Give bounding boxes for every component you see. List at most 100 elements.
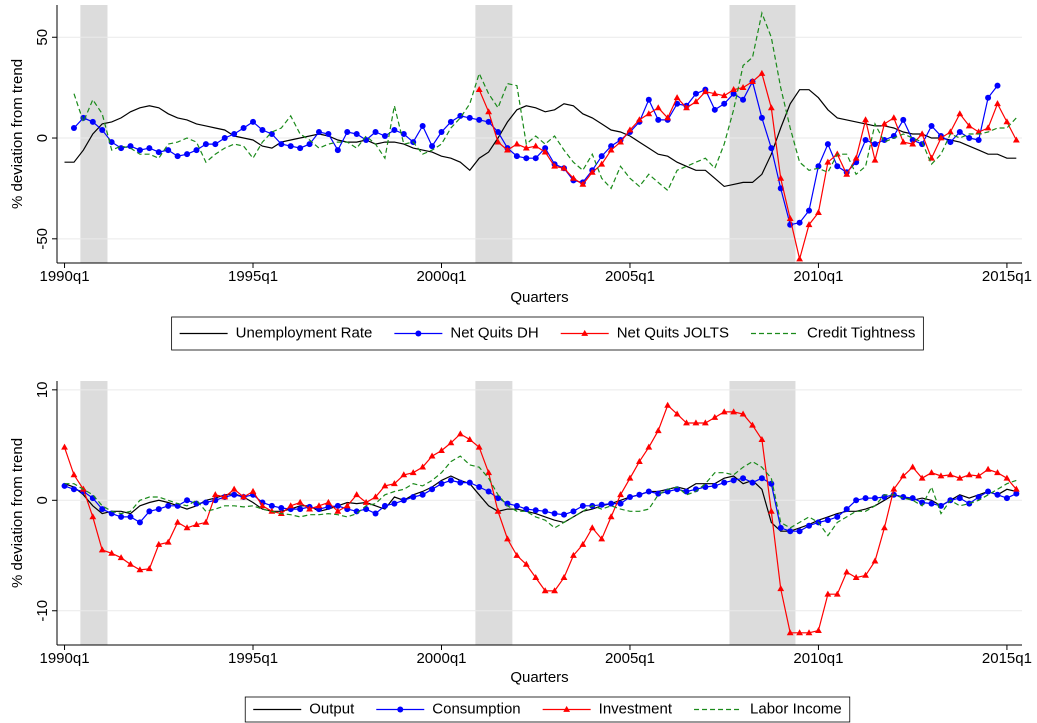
marker xyxy=(730,86,738,93)
marker xyxy=(504,535,511,542)
marker xyxy=(532,574,540,581)
marker xyxy=(127,560,134,567)
marker xyxy=(268,502,275,509)
marker xyxy=(645,443,653,450)
marker xyxy=(372,493,379,500)
marker xyxy=(852,574,860,581)
marker xyxy=(118,513,125,520)
x-axis-label: Quarters xyxy=(510,669,568,686)
marker xyxy=(918,130,926,137)
marker xyxy=(513,140,521,147)
marker xyxy=(711,413,719,420)
marker xyxy=(174,153,181,160)
marker xyxy=(325,131,332,137)
marker xyxy=(900,116,907,123)
marker xyxy=(542,145,549,152)
marker xyxy=(946,128,954,135)
marker xyxy=(561,511,568,518)
y-tick-label: 0 xyxy=(34,134,51,142)
marker xyxy=(513,153,520,160)
marker xyxy=(645,488,652,495)
marker xyxy=(391,500,398,507)
marker xyxy=(956,128,963,135)
marker xyxy=(655,116,662,123)
marker xyxy=(381,133,388,140)
marker xyxy=(475,443,483,450)
marker xyxy=(975,137,982,144)
marker xyxy=(268,131,275,137)
marker xyxy=(457,112,464,119)
x-tick-label: 1995q1 xyxy=(228,650,278,667)
marker xyxy=(985,488,992,495)
marker xyxy=(654,427,662,434)
marker xyxy=(608,143,615,150)
marker xyxy=(334,507,342,514)
marker xyxy=(457,479,464,486)
marker xyxy=(767,104,775,111)
marker xyxy=(655,490,662,497)
marker xyxy=(937,472,945,479)
marker xyxy=(70,471,78,478)
marker xyxy=(456,430,464,437)
marker xyxy=(758,114,765,121)
marker xyxy=(447,439,455,446)
marker xyxy=(400,497,407,504)
marker xyxy=(211,491,219,498)
marker xyxy=(202,499,209,506)
marker xyxy=(278,505,285,512)
marker xyxy=(768,145,775,152)
marker xyxy=(805,629,813,636)
marker xyxy=(636,491,643,498)
x-tick-label: 2010q1 xyxy=(793,650,843,667)
marker xyxy=(523,155,530,162)
marker xyxy=(692,98,700,105)
marker xyxy=(523,506,530,513)
marker xyxy=(909,140,917,147)
marker xyxy=(89,118,96,125)
panel: -10 0 10 1990q1 1995q1 2000q1 2005q1 2010q1 2015… xyxy=(9,381,1032,723)
marker xyxy=(909,137,916,144)
marker xyxy=(617,138,624,145)
marker xyxy=(815,163,822,170)
marker xyxy=(598,501,605,508)
marker xyxy=(777,585,785,592)
marker xyxy=(598,535,606,542)
x-axis-label: Quarters xyxy=(510,289,568,306)
marker xyxy=(758,475,765,482)
marker xyxy=(428,452,436,459)
marker xyxy=(146,508,153,515)
marker xyxy=(146,145,153,152)
marker xyxy=(994,82,1001,89)
marker xyxy=(353,131,360,137)
marker xyxy=(1012,136,1020,143)
marker xyxy=(476,116,483,123)
marker xyxy=(306,505,313,512)
marker xyxy=(909,495,916,502)
marker xyxy=(692,419,700,426)
marker xyxy=(899,138,907,145)
marker xyxy=(145,565,153,572)
marker xyxy=(221,493,229,500)
marker xyxy=(834,513,841,520)
marker xyxy=(476,484,483,491)
legend-label: Consumption xyxy=(432,700,520,717)
marker xyxy=(513,551,521,558)
marker xyxy=(928,469,935,476)
marker xyxy=(61,482,68,489)
marker xyxy=(1003,118,1011,125)
marker xyxy=(588,168,596,175)
marker xyxy=(193,147,200,154)
marker xyxy=(504,146,511,153)
marker xyxy=(155,540,163,547)
marker xyxy=(890,114,898,121)
marker xyxy=(99,126,106,133)
marker xyxy=(730,477,737,484)
marker xyxy=(287,502,295,509)
panel: -50 0 50 1990q1 1995q1 2000q1 2005q1 2010q1 2015… xyxy=(9,5,1032,351)
marker xyxy=(372,510,379,517)
legend-label: Output xyxy=(309,700,355,717)
marker xyxy=(70,124,77,131)
marker xyxy=(806,207,813,214)
x-tick-label: 2010q1 xyxy=(793,268,843,285)
marker xyxy=(240,124,247,131)
